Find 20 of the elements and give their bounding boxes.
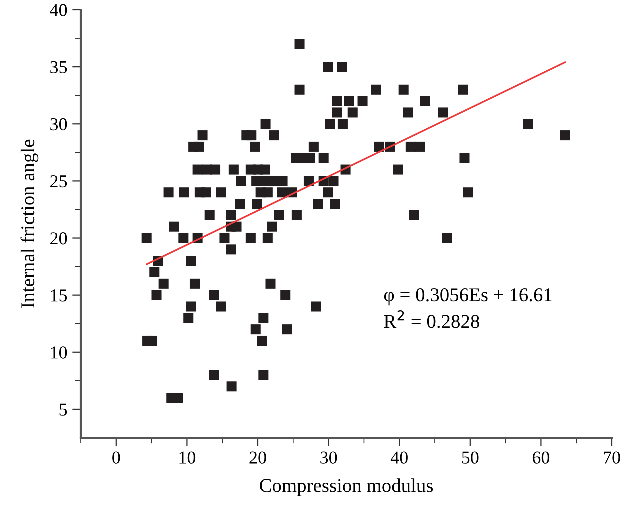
y-tick-label: 25: [50, 176, 68, 188]
y-tick-label: 35: [50, 61, 68, 74]
y-tick-label: 20: [50, 232, 68, 245]
x-tick-label: 0: [112, 452, 120, 464]
annotation: R$^{2}$ = 0.2828: [384, 310, 480, 328]
y-tick-label: 15: [51, 290, 68, 302]
x-axis-title: Compression modulus: [260, 478, 434, 496]
y-tick-label: 5: [60, 404, 68, 416]
x-tick-label: 20: [250, 452, 266, 464]
x-tick-label: 40: [390, 452, 408, 464]
y-tick-label: 10: [51, 346, 68, 359]
y-tick-label: 30: [50, 118, 68, 131]
x-tick-label: 60: [532, 452, 550, 464]
x-tick-label: 50: [462, 452, 479, 464]
y-tick-label: 40: [50, 4, 68, 16]
annotation: φ = 0.3056Es + 16.61: [384, 288, 552, 306]
x-tick-label: 30: [320, 452, 338, 464]
x-tick-label: 10: [180, 452, 196, 464]
y-axis-title: Internal friction angle: [20, 140, 39, 308]
x-tick-label: 70: [604, 452, 620, 464]
